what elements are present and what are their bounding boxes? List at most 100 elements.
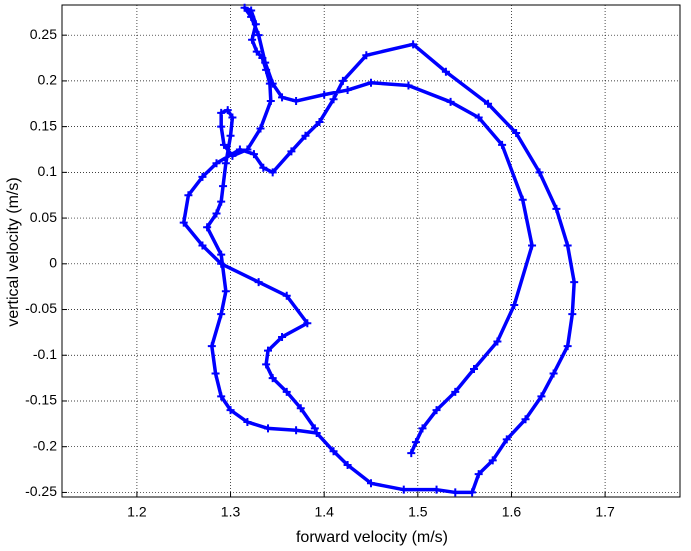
marker <box>179 218 188 227</box>
x-tick-label: 1.2 <box>127 504 147 520</box>
x-tick-label: 1.4 <box>314 504 334 520</box>
y-tick-label: -0.25 <box>25 483 57 499</box>
marker <box>262 65 271 74</box>
marker <box>198 172 207 181</box>
marker <box>259 163 268 172</box>
marker <box>493 337 502 346</box>
marker <box>343 460 352 469</box>
marker <box>549 369 558 378</box>
marker <box>217 108 226 117</box>
marker <box>470 364 478 373</box>
marker <box>521 415 530 424</box>
marker <box>329 95 338 104</box>
y-tick-label: -0.15 <box>25 392 57 408</box>
marker <box>451 387 460 396</box>
marker <box>226 131 235 140</box>
y-tick-label: 0 <box>49 255 57 271</box>
y-tick-label: 0.25 <box>30 26 57 42</box>
marker <box>219 182 228 191</box>
marker <box>404 81 413 90</box>
marker <box>367 479 375 488</box>
marker <box>535 168 544 177</box>
marker <box>282 291 291 300</box>
marker <box>268 374 277 383</box>
marker <box>217 310 226 319</box>
marker <box>411 438 420 447</box>
marker <box>502 435 511 444</box>
marker <box>498 140 507 149</box>
marker <box>568 310 577 319</box>
marker <box>261 58 270 67</box>
marker <box>221 287 230 296</box>
marker <box>278 332 287 341</box>
marker <box>243 418 252 427</box>
marker <box>235 145 244 154</box>
y-tick-label: 0.1 <box>38 163 58 179</box>
marker <box>203 223 212 232</box>
marker <box>217 250 226 259</box>
y-tick-label: -0.1 <box>33 346 57 362</box>
marker <box>409 40 418 49</box>
y-axis-label: vertical velocity (m/s) <box>5 177 22 326</box>
marker <box>254 31 263 40</box>
marker <box>262 360 271 369</box>
marker <box>184 191 193 200</box>
marker <box>251 20 260 29</box>
marker <box>362 51 371 60</box>
marker <box>217 392 226 401</box>
y-tick-label: -0.2 <box>33 437 57 453</box>
marker <box>418 424 427 433</box>
marker <box>258 54 267 63</box>
y-tick-label: -0.05 <box>25 300 57 316</box>
marker <box>278 93 287 102</box>
marker <box>310 424 319 433</box>
marker <box>249 150 258 159</box>
y-tick-label: 0.2 <box>38 72 58 88</box>
marker <box>537 392 546 401</box>
marker <box>329 447 338 456</box>
marker <box>228 151 237 160</box>
marker <box>552 204 561 213</box>
marker <box>217 122 226 131</box>
plot-frame <box>61 4 681 498</box>
x-tick-label: 1.7 <box>595 504 615 520</box>
marker <box>474 113 483 122</box>
marker <box>338 76 347 85</box>
marker <box>264 346 272 355</box>
marker <box>292 97 301 106</box>
y-tick-label: 0.05 <box>30 209 57 225</box>
marker <box>292 426 301 435</box>
marker <box>217 197 226 206</box>
marker <box>221 159 230 168</box>
marker <box>474 470 483 479</box>
marker <box>296 404 305 413</box>
marker <box>256 124 265 133</box>
marker <box>226 406 235 415</box>
marker <box>441 67 450 76</box>
marker <box>264 424 272 433</box>
y-tick-label: 0.15 <box>30 117 57 133</box>
marker <box>198 241 207 250</box>
marker <box>301 131 310 140</box>
x-tick-label: 1.5 <box>408 504 428 520</box>
marker <box>303 319 312 328</box>
x-axis-label: forward velocity (m/s) <box>296 529 448 546</box>
marker <box>570 278 579 287</box>
marker <box>219 140 228 149</box>
marker <box>207 342 216 351</box>
marker <box>254 278 263 287</box>
marker <box>528 241 537 250</box>
marker <box>343 86 352 95</box>
marker <box>367 78 375 87</box>
marker <box>451 488 460 497</box>
marker <box>243 145 252 154</box>
marker <box>432 485 441 494</box>
marker <box>312 428 321 437</box>
marker <box>563 342 572 351</box>
marker <box>407 449 416 458</box>
marker <box>563 241 572 250</box>
marker <box>446 97 455 106</box>
marker <box>510 300 519 309</box>
